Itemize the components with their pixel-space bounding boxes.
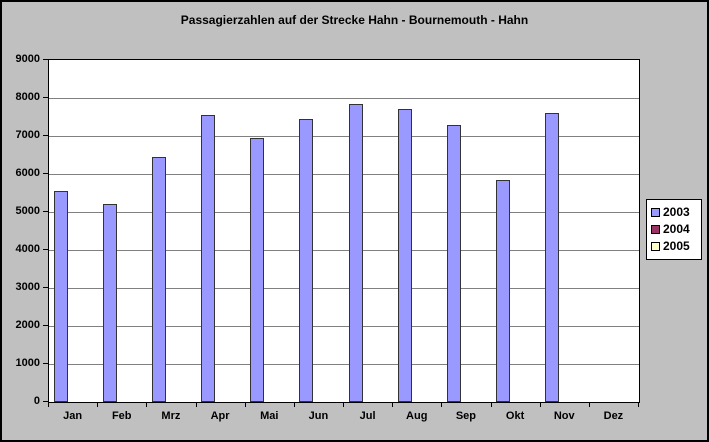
bar-2003-Feb bbox=[102, 204, 117, 402]
y-tick-label-2000: 2000 bbox=[15, 319, 40, 331]
x-axis-tick-4 bbox=[244, 402, 246, 407]
bar-2003-Jun bbox=[299, 119, 314, 402]
y-axis-tick-4000 bbox=[43, 249, 48, 250]
gridline-6000 bbox=[49, 174, 639, 175]
gridline-8000 bbox=[49, 98, 639, 99]
gridline-5000 bbox=[49, 212, 639, 213]
x-axis-tick-1 bbox=[97, 402, 99, 407]
gridline-2000 bbox=[49, 326, 639, 327]
bar-2003-Nov bbox=[545, 113, 560, 402]
legend-label-2004: 2004 bbox=[663, 222, 690, 236]
gridline-4000 bbox=[49, 250, 639, 251]
y-axis-tick-7000 bbox=[43, 135, 48, 136]
chart-title: Passagierzahlen auf der Strecke Hahn - B… bbox=[180, 13, 529, 27]
legend-swatch-2004 bbox=[651, 225, 660, 234]
bar-2003-Sep bbox=[446, 125, 461, 402]
x-tick-label-Mrz: Mrz bbox=[161, 410, 181, 422]
legend-entry-2004: 2004 bbox=[651, 223, 701, 236]
bar-2003-Aug bbox=[397, 109, 412, 402]
y-tick-label-7000: 7000 bbox=[15, 129, 40, 141]
y-axis-tick-1000 bbox=[43, 363, 48, 364]
x-axis-tick-0 bbox=[48, 402, 49, 407]
x-tick-label-Jan: Jan bbox=[63, 410, 83, 422]
x-tick-label-Sep: Sep bbox=[455, 410, 476, 422]
bar-2003-Jul bbox=[348, 104, 363, 402]
gridline-7000 bbox=[49, 136, 639, 137]
y-axis-tick-0 bbox=[43, 401, 48, 402]
x-axis-tick-8 bbox=[441, 402, 443, 407]
y-axis-tick-2000 bbox=[43, 325, 48, 326]
x-axis-tick-2 bbox=[146, 402, 148, 407]
x-tick-label-Apr: Apr bbox=[210, 410, 230, 422]
gridline-1000 bbox=[49, 364, 639, 365]
y-axis-tick-3000 bbox=[43, 287, 48, 288]
bar-2003-Mai bbox=[250, 138, 265, 402]
legend-label-2005: 2005 bbox=[663, 239, 690, 253]
bar-2003-Mrz bbox=[151, 157, 166, 402]
y-tick-label-8000: 8000 bbox=[15, 91, 40, 103]
y-axis-tick-9000 bbox=[43, 59, 48, 60]
y-tick-label-4000: 4000 bbox=[15, 243, 40, 255]
y-axis-tick-6000 bbox=[43, 173, 48, 174]
y-tick-label-1000: 1000 bbox=[15, 357, 40, 369]
x-axis-tick-9 bbox=[490, 402, 492, 407]
x-tick-label-Dez: Dez bbox=[603, 410, 624, 422]
x-tick-label-Jun: Jun bbox=[308, 410, 329, 422]
plot-area bbox=[48, 59, 640, 403]
y-tick-label-3000: 3000 bbox=[15, 281, 40, 293]
y-tick-label-9000: 9000 bbox=[15, 53, 40, 65]
x-tick-label-Aug: Aug bbox=[406, 410, 428, 422]
gridline-3000 bbox=[49, 288, 639, 289]
x-axis-tick-12 bbox=[638, 402, 639, 407]
x-tick-label-Nov: Nov bbox=[553, 410, 575, 422]
legend-label-2003: 2003 bbox=[663, 205, 690, 219]
legend: 2003 2004 2005 bbox=[646, 199, 702, 260]
y-tick-label-0: 0 bbox=[33, 395, 40, 407]
legend-swatch-2003 bbox=[651, 208, 660, 217]
x-axis-tick-7 bbox=[392, 402, 394, 407]
bar-2003-Apr bbox=[201, 115, 215, 402]
y-axis-tick-5000 bbox=[43, 211, 48, 212]
x-axis-tick-6 bbox=[343, 402, 344, 407]
x-axis-tick-3 bbox=[195, 402, 197, 407]
x-tick-label-Mai: Mai bbox=[260, 410, 279, 422]
x-tick-label-Feb: Feb bbox=[111, 410, 132, 422]
bar-2003-Okt bbox=[496, 180, 510, 402]
legend-entry-2003: 2003 bbox=[651, 206, 701, 219]
y-axis-tick-8000 bbox=[43, 97, 48, 98]
legend-swatch-2005 bbox=[651, 242, 660, 251]
y-tick-label-5000: 5000 bbox=[15, 205, 40, 217]
y-tick-label-6000: 6000 bbox=[15, 167, 40, 179]
x-axis-tick-10 bbox=[539, 402, 541, 407]
x-tick-label-Jul: Jul bbox=[359, 410, 376, 422]
bar-2003-Jan bbox=[53, 191, 68, 402]
legend-entry-2005: 2005 bbox=[651, 240, 701, 253]
x-tick-label-Okt: Okt bbox=[505, 410, 525, 422]
x-axis-tick-11 bbox=[588, 402, 590, 407]
x-axis-tick-5 bbox=[293, 402, 295, 407]
